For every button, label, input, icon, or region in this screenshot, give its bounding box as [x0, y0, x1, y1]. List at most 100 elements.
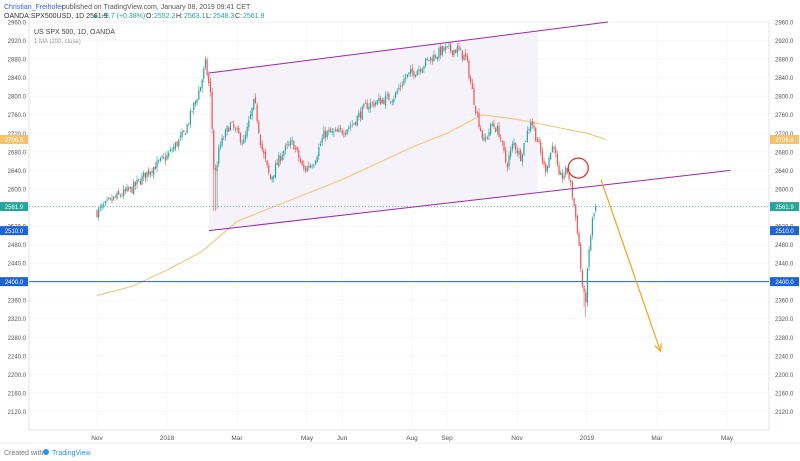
- candle-body: [371, 101, 373, 103]
- candle: [404, 73, 407, 83]
- candle-body: [540, 141, 542, 153]
- ohlc-readout: O: 2552.2 H: 2563.1 L: 2548.3 C: 2561.9: [146, 13, 265, 20]
- footer-brand[interactable]: TradingView: [52, 450, 91, 457]
- breakout-highlight-circle[interactable]: [567, 157, 589, 179]
- candle-body: [136, 179, 138, 185]
- candle: [313, 163, 315, 168]
- candle: [139, 178, 141, 186]
- candle-body: [179, 135, 182, 138]
- candle: [558, 161, 560, 176]
- candle-body: [276, 162, 278, 165]
- candle: [298, 147, 300, 162]
- candle: [274, 160, 277, 179]
- candle: [288, 140, 290, 147]
- candle: [401, 80, 403, 89]
- candle: [588, 245, 590, 271]
- candle: [369, 98, 372, 113]
- x-tick-label: Nov: [91, 435, 103, 442]
- candle-body: [516, 150, 518, 154]
- candle: [465, 49, 467, 61]
- candle: [103, 201, 105, 209]
- candle: [353, 122, 355, 126]
- y-tick-label: 2600.0: [775, 187, 794, 193]
- candle: [476, 110, 478, 118]
- candle-body: [308, 165, 310, 168]
- candle: [515, 142, 517, 154]
- candle-body: [575, 204, 577, 218]
- candle: [595, 203, 597, 213]
- candle: [218, 144, 220, 168]
- candle-body: [468, 60, 470, 78]
- candle-body: [583, 286, 585, 293]
- candle: [204, 56, 207, 71]
- candle-body: [149, 172, 151, 176]
- candle: [450, 42, 452, 54]
- candle: [480, 125, 482, 132]
- candle-body: [331, 130, 333, 133]
- candle-body: [460, 48, 462, 51]
- channel-lower-line[interactable]: [208, 169, 731, 232]
- candle: [189, 107, 192, 128]
- candle-body: [403, 78, 405, 85]
- price-label-text-left: 2706.6: [5, 138, 24, 144]
- candle-body: [299, 158, 302, 163]
- published-text: published on TradingView.com, January 08…: [62, 4, 251, 11]
- candle: [413, 69, 415, 80]
- candle-body: [475, 105, 477, 114]
- author-link[interactable]: Christian_Freihofer: [4, 4, 64, 11]
- candle-body: [470, 77, 472, 83]
- candle: [435, 53, 437, 60]
- candle: [191, 110, 193, 114]
- candle: [289, 137, 292, 149]
- candle-body: [141, 175, 143, 185]
- candle: [129, 186, 131, 193]
- candle: [394, 91, 397, 99]
- candle-body: [259, 134, 262, 145]
- candle: [403, 74, 405, 86]
- price-label-bg-left: [0, 202, 28, 212]
- candle: [458, 42, 460, 52]
- candle: [121, 193, 123, 198]
- candle: [389, 101, 392, 105]
- candle: [286, 140, 288, 149]
- candle: [118, 188, 120, 196]
- candle-body: [228, 127, 230, 132]
- candle-body: [420, 69, 422, 72]
- candle-body: [256, 104, 258, 122]
- price-label-bg-left: [0, 226, 28, 236]
- candle-body: [433, 54, 435, 62]
- candle-body: [294, 148, 297, 150]
- ohlc-o-value: 2552.2: [154, 13, 176, 20]
- x-tick-label: 2018: [160, 435, 175, 442]
- channel-upper-line[interactable]: [208, 21, 609, 74]
- symbol-line: OANDA:SPX500USD, 1D 2561.9: [4, 13, 108, 20]
- candle-body: [199, 87, 202, 92]
- candle: [460, 47, 462, 51]
- projection-arrow-head: [654, 343, 663, 353]
- candle-body: [374, 102, 377, 105]
- candle-body: [291, 140, 293, 142]
- candle: [174, 141, 176, 152]
- candle-body: [421, 69, 423, 73]
- candle-body: [208, 74, 210, 84]
- candle: [254, 93, 257, 105]
- candle: [341, 128, 343, 136]
- candle-body: [588, 249, 590, 267]
- candle-body: [266, 160, 268, 166]
- candle-body: [226, 126, 228, 132]
- candle: [271, 175, 273, 183]
- candle: [373, 99, 375, 109]
- candle-body: [361, 106, 363, 120]
- ohlc-h-label: H:: [176, 13, 183, 20]
- candle: [213, 128, 215, 211]
- candle-body: [555, 149, 557, 153]
- candle-body: [239, 133, 242, 143]
- projection-arrow-line[interactable]: [600, 179, 662, 352]
- candle: [153, 166, 155, 179]
- candle-body: [491, 123, 493, 126]
- candle-body: [168, 152, 170, 157]
- candle: [236, 125, 238, 133]
- candle-body: [106, 199, 108, 201]
- y-tick-label-left: 2600.0: [8, 187, 27, 193]
